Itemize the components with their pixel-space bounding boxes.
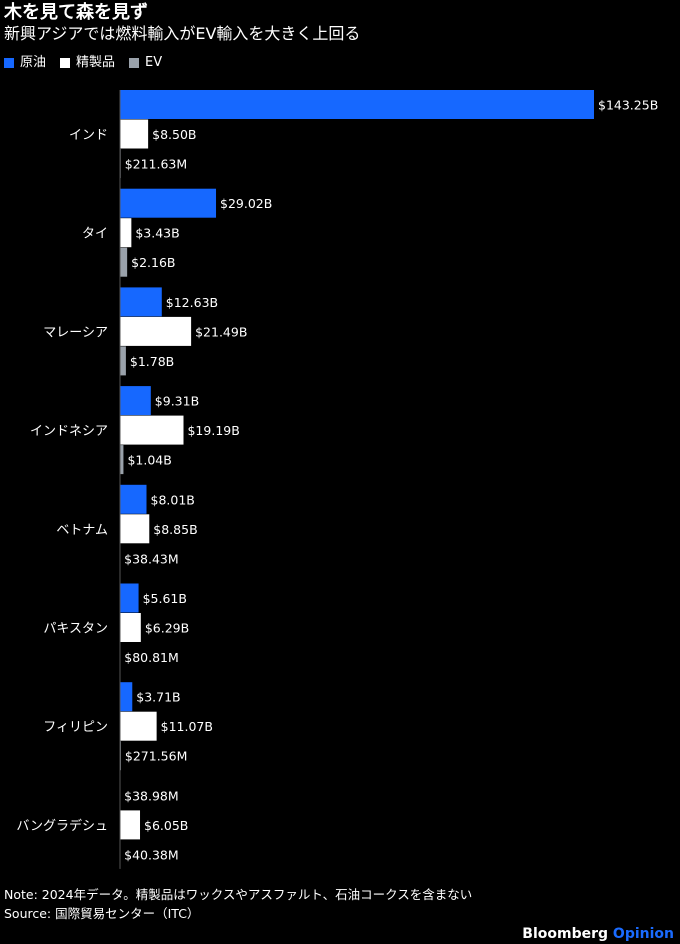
category-label: マレーシア (43, 325, 108, 340)
bar-crude (120, 287, 162, 317)
bar-refined (120, 415, 184, 445)
bar-refined (120, 218, 132, 248)
bar-refined (120, 613, 141, 642)
data-label-ev: $1.04B (127, 453, 171, 468)
bar-refined (120, 514, 150, 544)
bar-refined (120, 711, 157, 741)
data-label-ev: $80.81M (124, 650, 179, 665)
data-label-refined: $3.43B (135, 226, 179, 241)
data-label-crude: $12.63B (166, 295, 218, 310)
category-label: インドネシア (30, 424, 108, 439)
bar-crude (120, 386, 151, 416)
data-label-ev: $38.43M (124, 551, 179, 566)
chart-subtitle: 新興アジアでは燃料輸入がEV輸入を大きく上回る (4, 24, 361, 43)
legend-swatch-ev (129, 58, 140, 68)
data-label-refined: $21.49B (195, 324, 247, 339)
brand-main: Bloomberg (522, 926, 609, 942)
brand-sub: Opinion (612, 926, 674, 942)
bar-crude (120, 682, 133, 712)
bar-crude (120, 90, 594, 119)
data-label-ev: $2.16B (131, 255, 175, 270)
category-label: フィリピン (43, 720, 108, 735)
category-label: インド (69, 128, 108, 143)
legend-swatch-crude (4, 58, 14, 68)
footnote: Note: 2024年データ。精製品はワックスやアスファルト、石油コークスを含ま… (4, 887, 473, 902)
bar-refined (120, 119, 149, 149)
bar-crude (120, 188, 217, 218)
data-label-refined: $8.85B (153, 522, 197, 537)
legend-item-refined: 精製品 (60, 54, 115, 72)
data-label-crude: $8.01B (151, 492, 195, 507)
data-label-refined: $6.05B (144, 818, 188, 833)
bar-chart: インド $143.25B $8.50B $211.63M タイ $29.02B $3.43B… (16, 90, 658, 869)
source-note: Source: 国際貿易センター（ITC） (4, 906, 200, 921)
bar-ev (120, 445, 124, 475)
data-label-crude: $9.31B (155, 394, 199, 409)
legend-item-crude: 原油 (4, 54, 46, 72)
data-label-ev: $1.78B (130, 354, 174, 369)
legend-label-crude: 原油 (20, 55, 47, 70)
data-label-crude: $143.25B (598, 98, 658, 113)
category-label: パキスタン (43, 622, 108, 637)
data-label-ev: $211.63M (125, 157, 187, 172)
legend-label-refined: 精製品 (76, 55, 116, 70)
category-label: タイ (82, 227, 108, 242)
data-label-ev: $40.38M (124, 847, 179, 862)
category-label: ベトナム (56, 523, 108, 538)
data-label-ev: $271.56M (125, 749, 187, 764)
data-label-refined: $6.29B (145, 621, 189, 636)
data-label-refined: $19.19B (187, 423, 239, 438)
legend-swatch-refined (60, 58, 71, 68)
legend-label-ev: EV (145, 55, 163, 70)
bar-refined (120, 316, 192, 346)
data-label-crude: $3.71B (136, 690, 180, 705)
data-label-refined: $11.07B (161, 719, 213, 734)
data-label-crude: $38.98M (124, 788, 179, 803)
bar-ev (120, 346, 126, 376)
data-label-crude: $29.02B (220, 196, 272, 211)
bar-refined (120, 810, 141, 840)
bar-ev (120, 247, 128, 277)
legend: 原油 精製品 EV (4, 54, 176, 72)
data-label-refined: $8.50B (152, 127, 196, 142)
category-label: バングラデシュ (16, 818, 108, 834)
bar-crude (120, 484, 147, 514)
data-label-crude: $5.61B (143, 591, 187, 606)
legend-item-ev: EV (129, 54, 162, 72)
bar-crude (120, 583, 139, 613)
chart-title: 木を見て森を見ず (4, 2, 148, 23)
brand-logo: Bloomberg Opinion (522, 925, 674, 943)
